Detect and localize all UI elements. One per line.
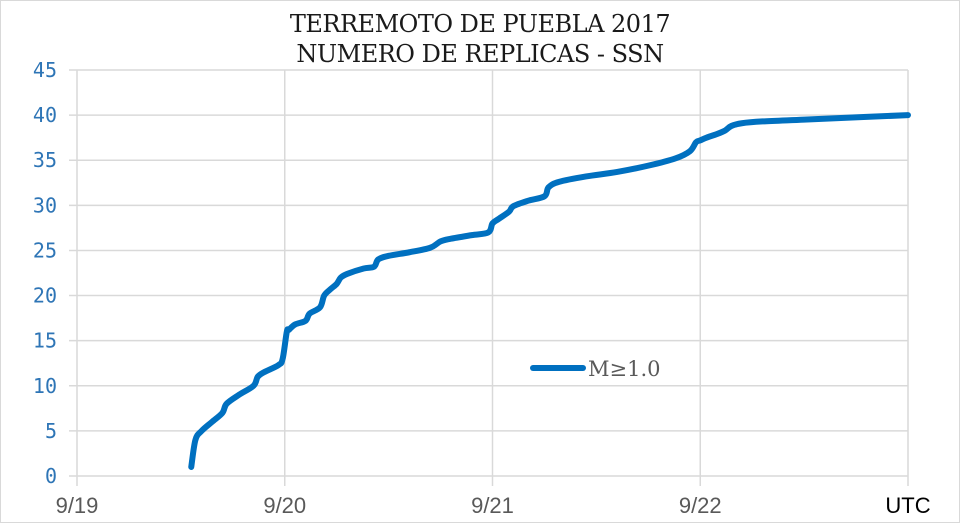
x-axis-ticks: 9/19 9/20 9/21 9/22 <box>56 493 722 518</box>
x-tick-label: 9/22 <box>679 493 722 518</box>
series-line-m-ge-1 <box>188 112 911 470</box>
y-tick-label: 20 <box>33 284 57 308</box>
y-tick-label: 0 <box>45 464 57 488</box>
gridlines <box>69 69 909 486</box>
y-axis-ticks: 0 5 10 15 20 25 30 35 40 45 <box>33 58 57 488</box>
y-tick-label: 30 <box>33 193 57 217</box>
x-axis-unit-label: UTC <box>885 493 930 518</box>
x-tick-label: 9/20 <box>263 493 306 518</box>
y-tick-label: 10 <box>33 374 57 398</box>
chart-title: TERREMOTO DE PUEBLA 2017 <box>289 10 671 38</box>
x-tick-label: 9/21 <box>471 493 514 518</box>
y-tick-label: 25 <box>33 238 57 262</box>
y-tick-label: 5 <box>45 419 57 443</box>
legend-label: M≥1.0 <box>588 357 661 381</box>
y-tick-label: 15 <box>33 329 57 353</box>
y-tick-label: 45 <box>33 58 57 82</box>
y-tick-label: 40 <box>33 103 57 127</box>
legend: M≥1.0 <box>530 357 661 381</box>
y-tick-label: 35 <box>33 148 57 172</box>
chart-subtitle: NUMERO DE REPLICAS - SSN <box>296 40 664 68</box>
x-tick-label: 9/19 <box>56 493 99 518</box>
